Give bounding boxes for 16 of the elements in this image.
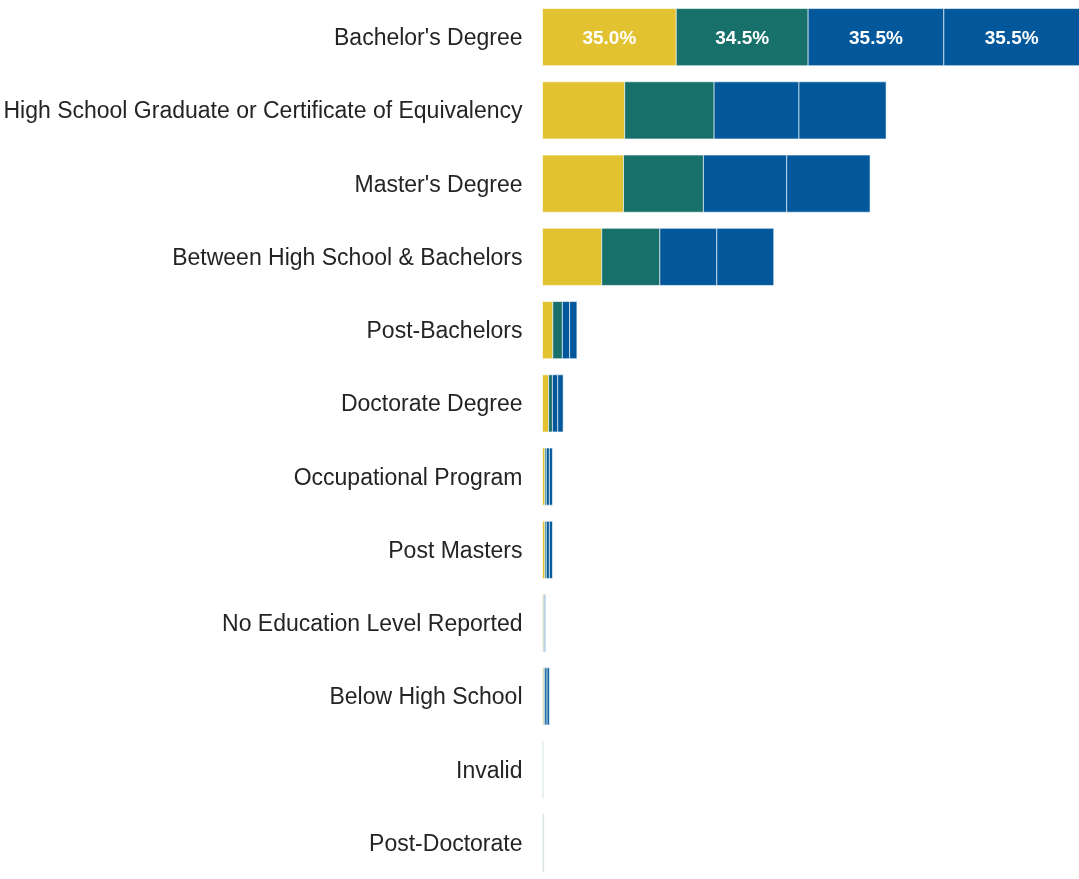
data-label: 35.5%	[849, 26, 904, 48]
y-tick-label: Post-Bachelors	[366, 317, 523, 344]
y-tick-label: Below High School	[329, 683, 523, 710]
y-tick-label: Invalid	[456, 756, 523, 783]
y-tick-label: Master's Degree	[354, 170, 523, 197]
data-label: 35.0%	[582, 26, 637, 48]
y-tick-label: Between High School & Bachelors	[172, 243, 523, 270]
y-tick-label: High School Graduate or Certificate of Equivalency	[3, 97, 523, 124]
y-tick-label: Occupational Program	[293, 463, 523, 490]
y-tick-label: Post Masters	[388, 536, 523, 563]
data-label: 34.5%	[715, 26, 770, 48]
y-tick-label: Doctorate Degree	[340, 390, 523, 417]
data-label: 35.5%	[984, 26, 1039, 48]
y-tick-label: Post-Doctorate	[369, 829, 523, 856]
y-tick-label: Bachelor's Degree	[334, 24, 523, 51]
y-tick-label: No Education Level Reported	[222, 610, 523, 637]
